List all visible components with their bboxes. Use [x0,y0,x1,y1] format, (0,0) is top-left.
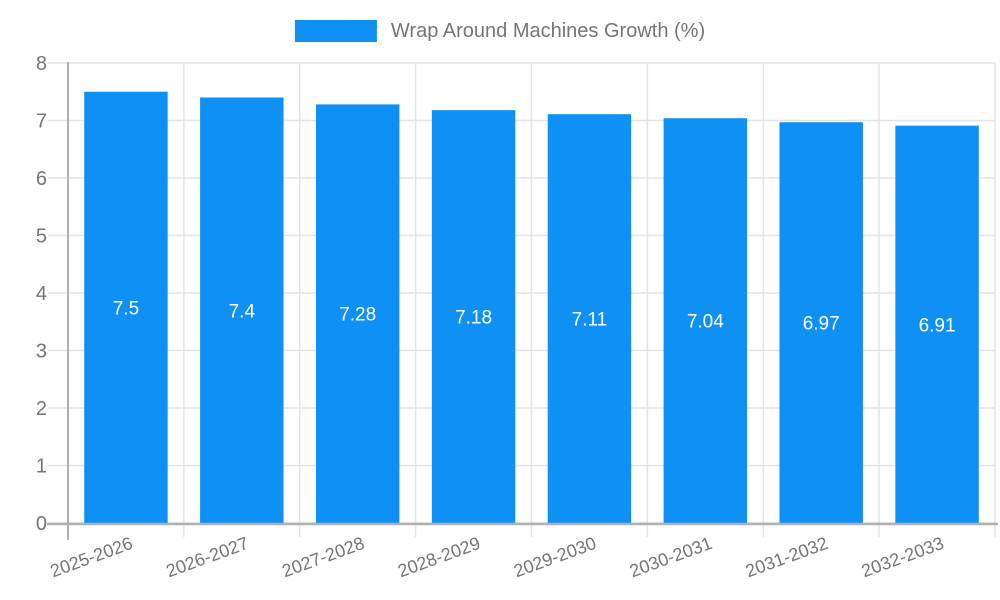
y-tick-label: 2 [36,398,47,420]
bar-value-label: 7.5 [113,298,139,319]
bar [779,122,863,523]
x-tick-label: 2029-2030 [511,533,599,581]
bar-value-label: 7.11 [572,310,608,331]
bar-value-label: 7.04 [687,312,724,333]
bar [663,118,748,523]
x-tick-label: 2026-2027 [163,533,251,581]
x-tick-label: 2031-2032 [743,533,831,581]
bar [84,91,168,523]
x-tick-label: 2028-2029 [395,533,483,581]
y-tick-label: 7 [36,111,47,133]
y-tick-label: 0 [36,513,47,535]
y-tick-label: 5 [36,226,47,248]
bar [200,97,284,523]
bar-value-label: 6.91 [919,315,956,336]
bar [315,104,400,524]
x-tick-label: 2027-2028 [279,533,367,581]
y-tick-label: 1 [36,456,47,478]
y-tick-label: 6 [36,168,47,190]
bar-value-label: 7.4 [229,301,256,322]
y-tick-label: 3 [36,341,47,363]
x-tick-label: 2025-2026 [48,533,136,581]
chart-legend[interactable]: Wrap Around Machines Growth (%) [294,18,706,44]
legend-label: Wrap Around Machines Growth (%) [390,20,706,42]
x-tick-label: 2030-2031 [627,533,715,581]
bar-value-label: 6.97 [803,314,840,335]
bar [431,110,516,524]
x-tick-label: 2032-2033 [859,533,947,581]
bar-value-label: 7.18 [455,308,492,329]
legend-swatch [294,20,377,42]
bar [895,125,979,524]
y-tick-label: 8 [36,53,47,75]
bar-value-label: 7.28 [339,305,376,326]
bar [547,114,632,524]
y-tick-label: 4 [36,283,47,305]
